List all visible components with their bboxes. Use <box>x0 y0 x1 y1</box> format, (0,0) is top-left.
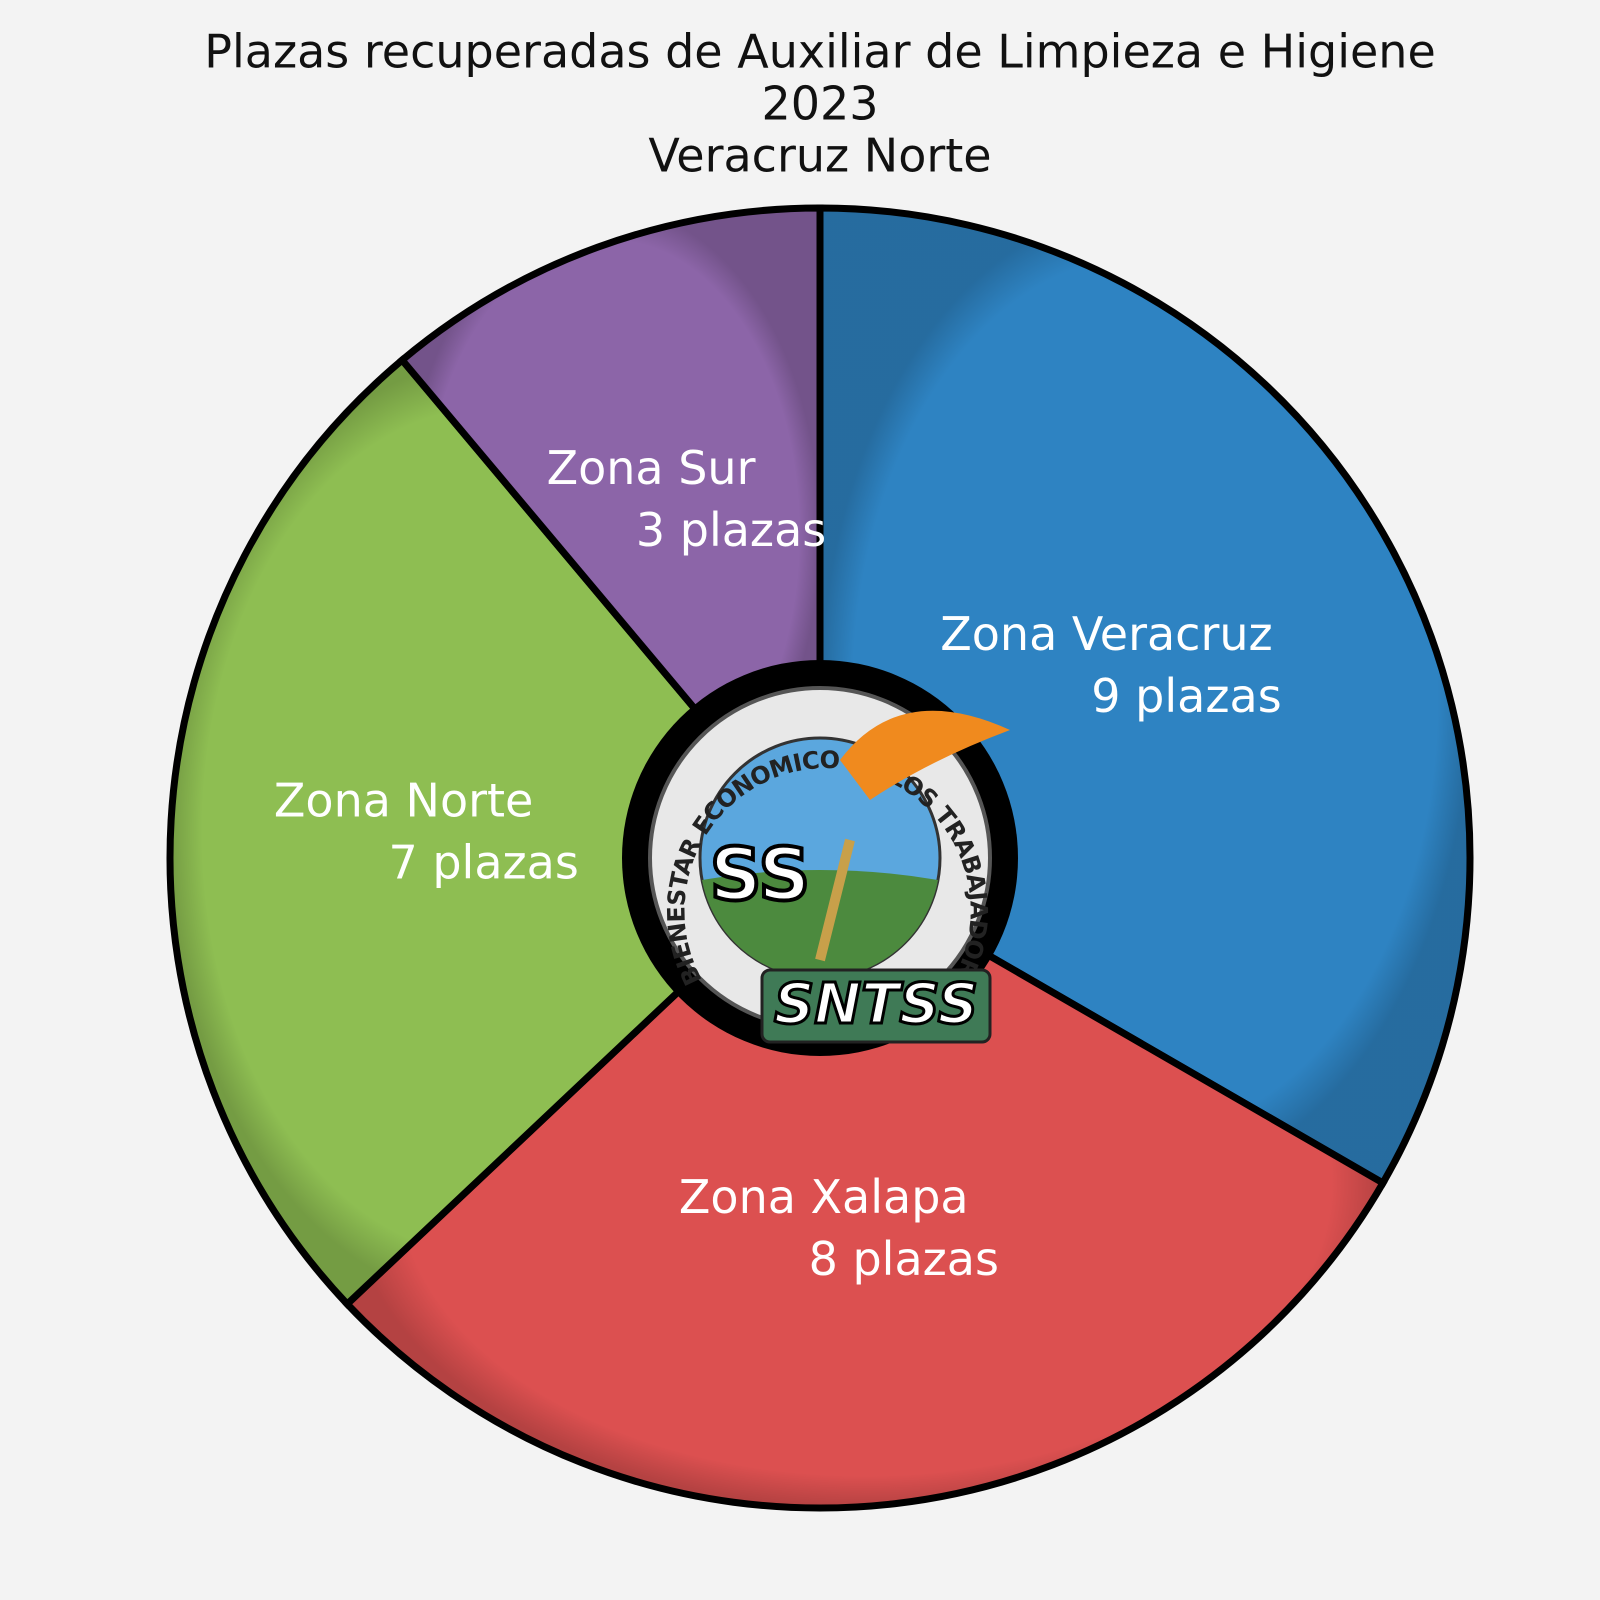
slice-label: Zona Xalapa <box>679 1170 969 1224</box>
logo-name: SNTSS <box>774 972 978 1037</box>
slice-label: Zona Veracruz <box>940 607 1272 661</box>
value-label: 3 plazas <box>636 503 826 557</box>
slice-label: Zona Sur <box>547 441 756 495</box>
value-label: 9 plazas <box>1091 669 1281 723</box>
slice-label: Zona Norte <box>274 774 533 828</box>
value-label: 7 plazas <box>388 836 578 890</box>
value-label: 8 plazas <box>809 1232 999 1286</box>
chart-title: 2023 <box>761 77 878 131</box>
chart-title: Plazas recuperadas de Auxiliar de Limpie… <box>204 25 1436 79</box>
logo-flame <box>840 710 1010 800</box>
slice-shade <box>170 360 821 1305</box>
slices: Zona Veracruz 9 plazas Zona Xalapa 8 plazas… <box>166 204 1474 1512</box>
logo-torch <box>815 838 855 962</box>
slice-shade <box>347 858 1383 1508</box>
title-group: Plazas recuperadas de Auxiliar de Limpie… <box>204 25 1436 183</box>
logo-badge <box>760 968 992 1044</box>
chart-title: Veracruz Norte <box>648 129 991 183</box>
logo-initials: SS <box>710 833 810 917</box>
logo-field <box>702 870 938 979</box>
